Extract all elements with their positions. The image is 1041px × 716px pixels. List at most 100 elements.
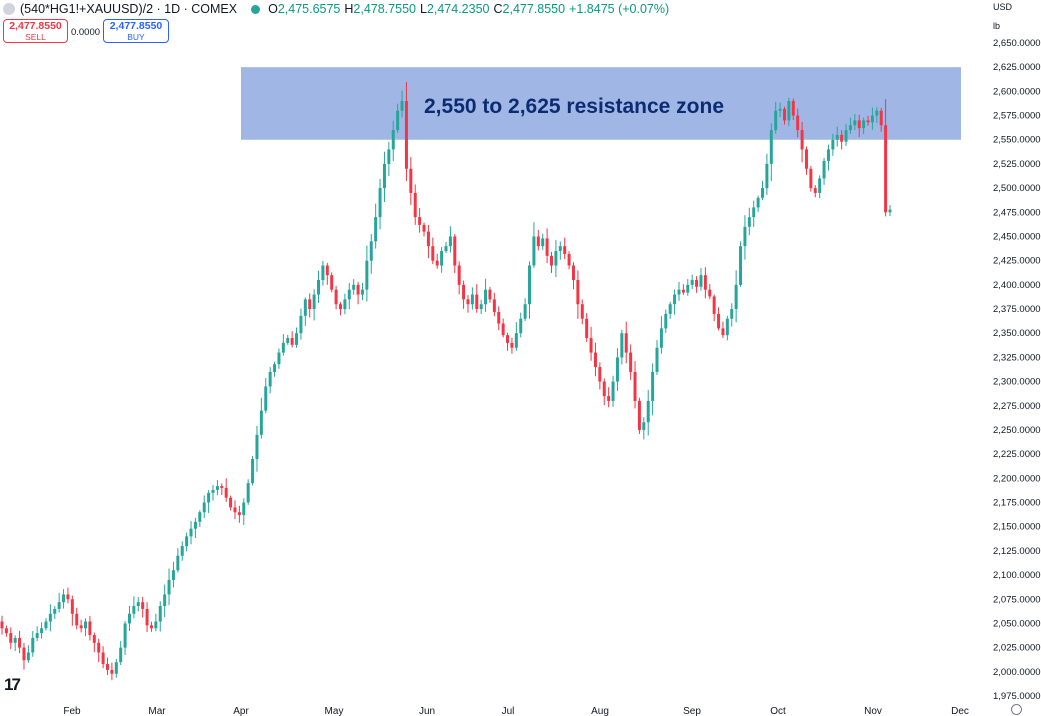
candle-body [18,637,22,648]
price-tick-label: 2,375.0000 [993,304,1041,315]
candle-body [211,489,215,493]
candle-body [664,313,668,329]
candle-body [317,280,321,295]
candle-body [409,168,413,193]
gear-icon[interactable] [1011,704,1022,715]
candle-body [787,101,791,121]
candle-body [602,381,606,397]
candle-body [97,642,101,653]
sell-button[interactable]: 2,477.8550 SELL [3,19,68,43]
candle-body [303,299,307,316]
candle-body [448,236,452,247]
symbol-icon[interactable] [3,3,15,15]
candle-body [356,284,360,295]
candle-body [598,367,602,382]
candle-body [822,161,826,179]
candle-body [48,613,52,622]
high-value: 2,478.7550 [353,2,416,16]
resistance-zone-label: 2,550 to 2,625 resistance zone [424,95,724,118]
candle-body [167,579,171,595]
price-tick-label: 2,325.0000 [993,352,1041,363]
candle-body [0,621,4,629]
candle-body [879,110,883,126]
time-axis[interactable]: Feb Mar Apr May Jun Jul Aug Sep Oct Nov Dec [63,706,969,716]
candle-body [163,594,167,607]
candle-body [180,546,184,556]
candle-body [624,333,628,353]
candle-body [457,265,461,285]
currency-label[interactable]: USD [993,2,1013,12]
candle-body [686,284,690,293]
buy-button[interactable]: 2,477.8550 BUY [103,19,169,43]
candle-body [53,608,57,614]
high-key: H [344,2,354,16]
candle-body [796,115,800,131]
candle-body [651,371,655,401]
candle-body [453,236,457,266]
candle-body [145,608,149,626]
candles [0,82,892,681]
candle-body [233,507,237,513]
candle-body [506,335,510,343]
sell-price: 2,477.8550 [9,20,62,32]
price-tick-label: 2,100.0000 [993,570,1041,581]
candle-body [382,163,386,189]
candle-body [835,134,839,140]
price-tick-label: 2,625.0000 [993,62,1041,73]
resistance-zone [241,67,961,140]
candle-body [677,289,681,295]
candle-body [378,188,382,218]
candle-body [475,294,479,310]
price-axis[interactable]: 1,975.0000 2,000.0000 2,025.0000 2,050.0000… [993,38,1041,702]
price-tick-label: 2,250.0000 [993,425,1041,436]
price-tick-label: 2,125.0000 [993,546,1041,557]
candle-body [703,275,707,290]
candle-body [400,101,404,111]
candle-body [501,323,505,336]
candle-body [426,231,430,247]
candle-body [580,304,584,319]
candle-body [31,637,35,653]
candle-body [646,400,650,423]
chart-header: (540*HG1!+XAUUSD)/2 · 1D · COMEX O 2,475.… [0,0,673,18]
price-tick-label: 2,400.0000 [993,280,1041,291]
symbol-title[interactable]: (540*HG1!+XAUUSD)/2 · 1D · COMEX [20,2,238,16]
candle-body [659,328,663,348]
candle-body [387,149,391,164]
market-status-icon[interactable] [251,4,261,14]
candle-body [875,110,879,116]
candle-body [277,352,281,365]
price-tick-label: 2,200.0000 [993,473,1041,484]
candle-body [9,633,13,643]
candle-body [470,294,474,305]
candle-body [589,338,593,353]
candle-body [558,246,562,251]
time-tick-label: Dec [951,706,969,716]
price-tick-label: 2,300.0000 [993,377,1041,388]
candle-body [840,134,844,142]
candle-body [708,289,712,297]
candle-body [862,120,866,129]
candle-body [281,342,285,353]
time-tick-label: Apr [233,706,249,716]
candle-body [519,318,523,334]
tradingview-logo[interactable]: 17 [4,675,21,695]
candle-body [106,664,110,670]
candle-body [347,289,351,300]
candle-body [756,197,760,208]
candle-body [220,486,224,489]
candle-body [35,633,39,638]
candle-body [571,265,575,281]
candle-body [629,352,633,372]
candle-body [637,400,641,430]
time-tick-label: Aug [591,706,609,716]
candle-body [295,333,299,345]
candle-body [593,352,597,368]
candle-body [229,497,233,508]
candle-body [466,299,470,305]
unit-label[interactable]: lb [993,21,1001,31]
candle-body [804,149,808,169]
candle-body [88,621,92,636]
candle-body [607,396,611,401]
